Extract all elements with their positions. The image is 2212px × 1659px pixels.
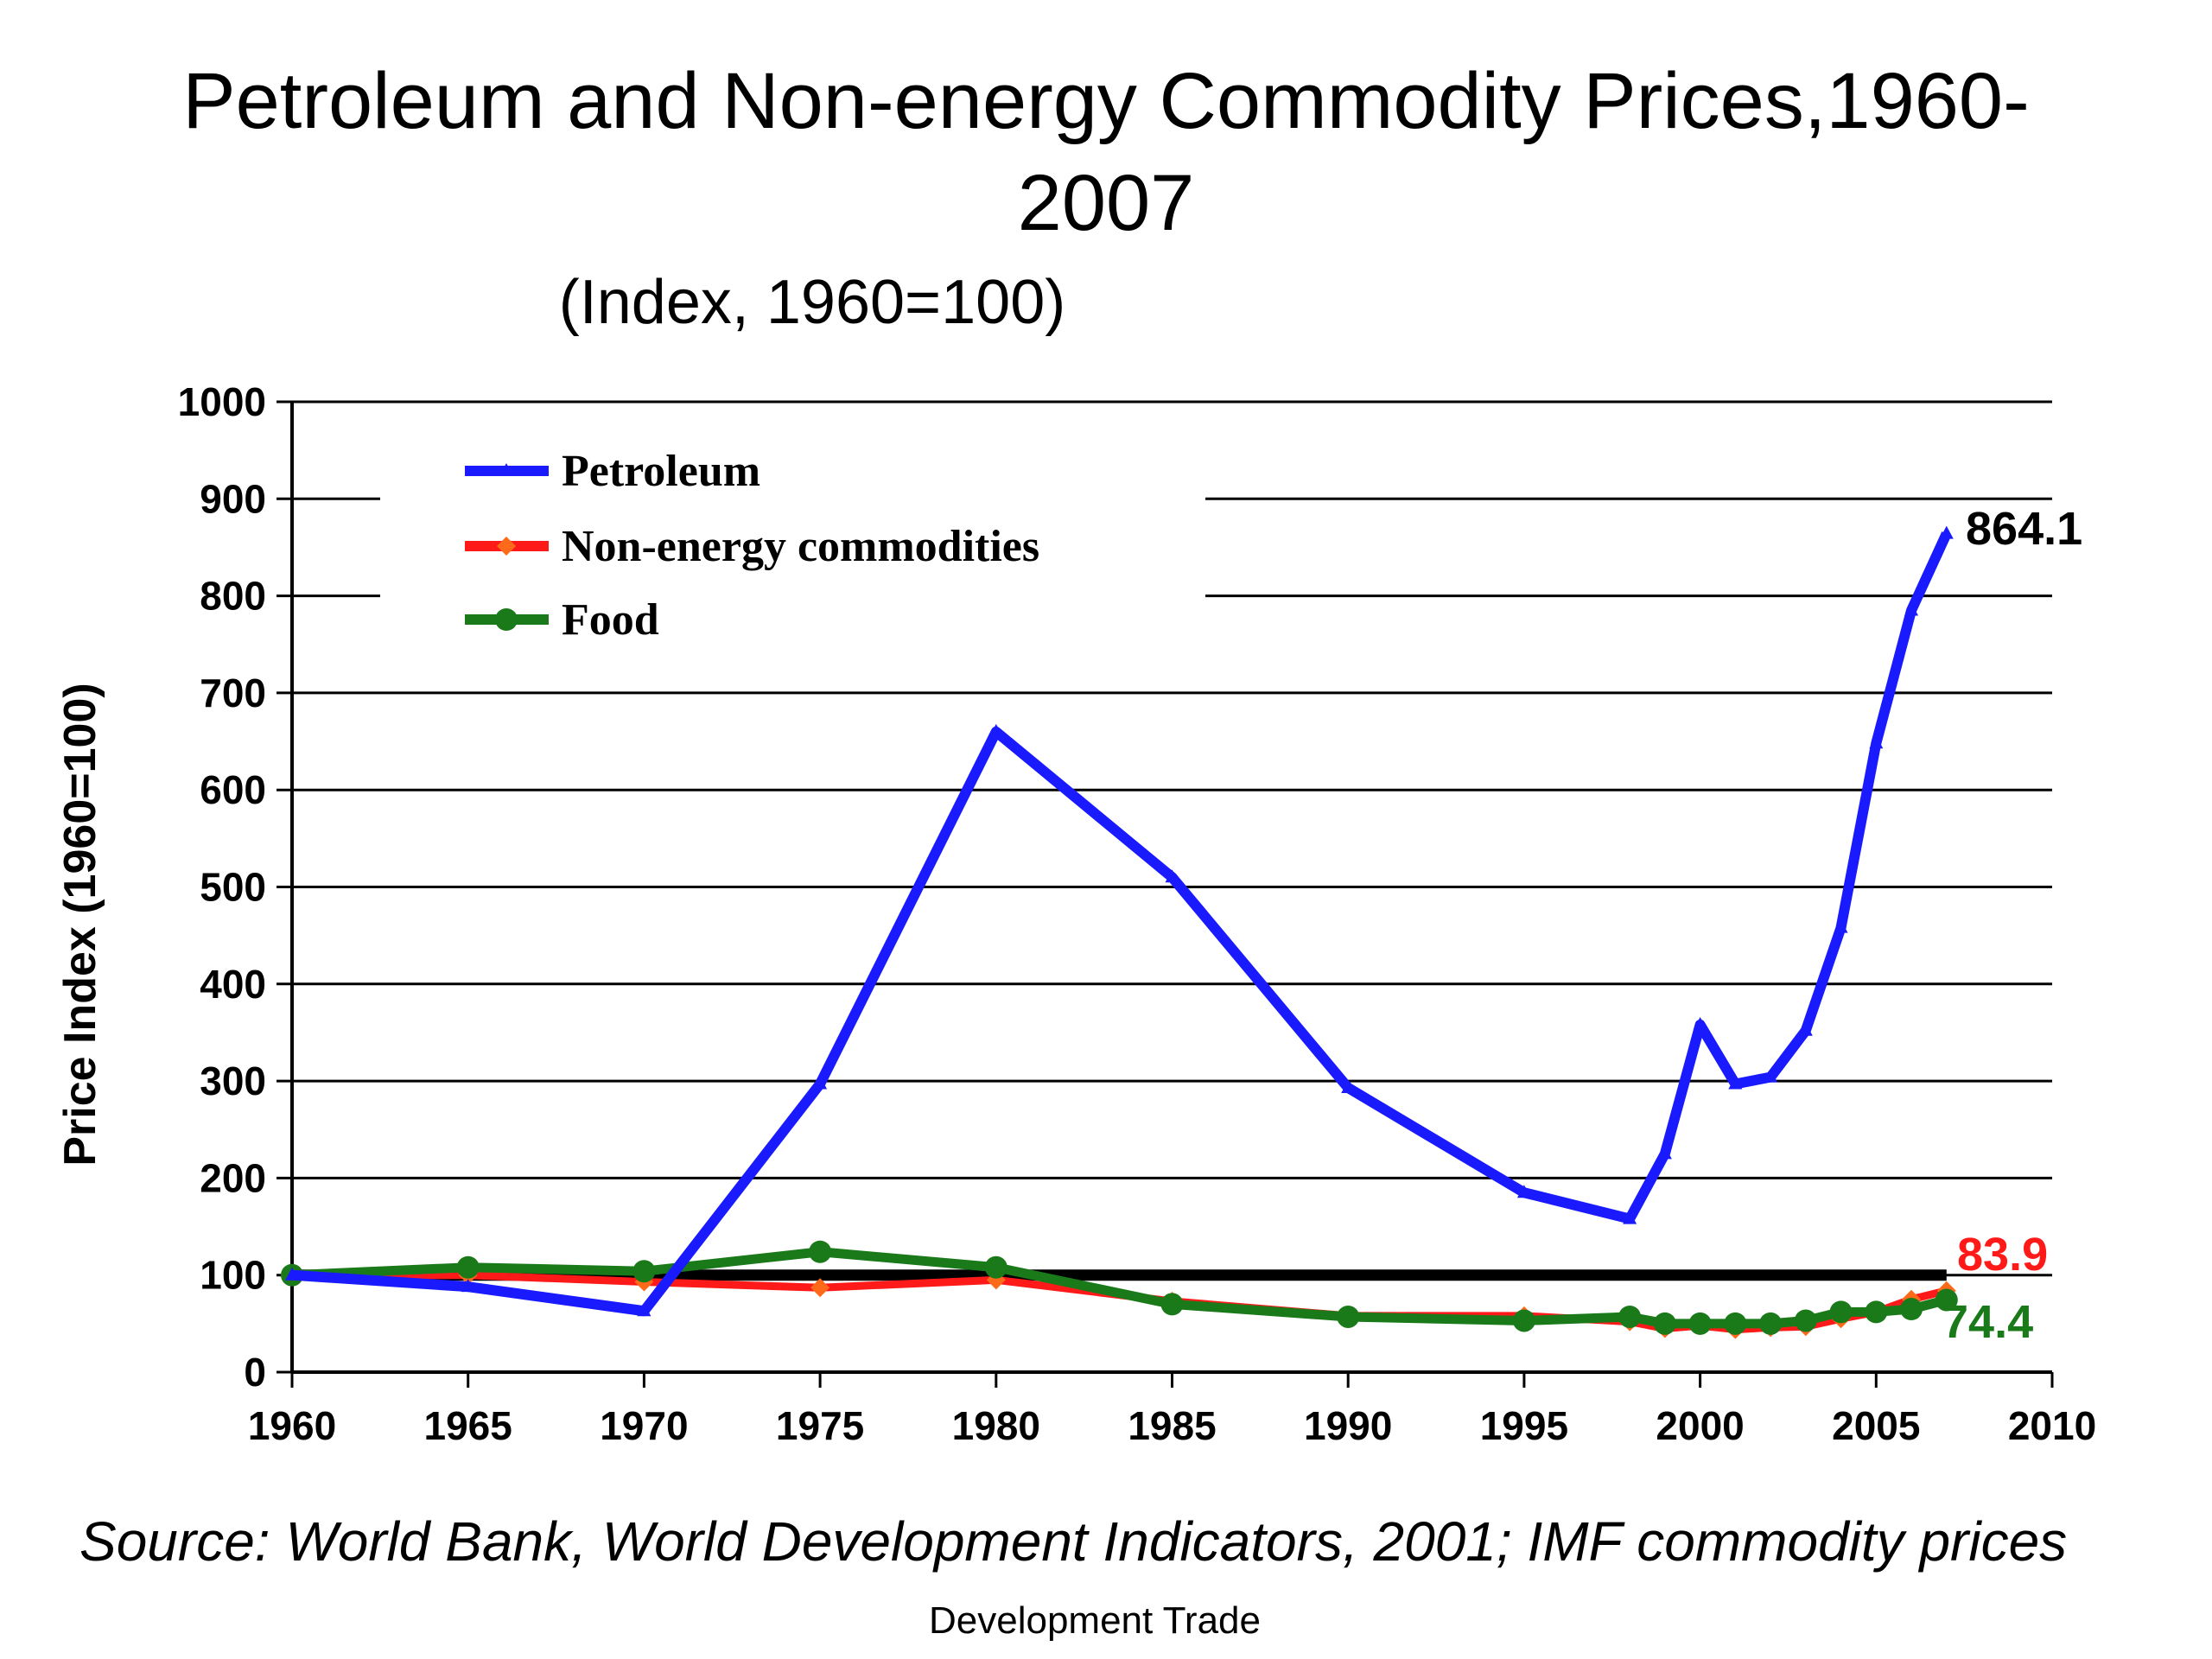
legend: Petroleum Non-energy commodities Food [465,447,1039,645]
end-labels: 864.1 83.9 74.4 [1942,503,2082,1348]
data-point [1653,1312,1676,1335]
y-tick-label: 0 [244,1350,266,1395]
data-point [1935,1288,1958,1312]
y-tick-label: 900 [200,476,266,521]
data-point [637,1303,652,1317]
y-tick-label: 600 [200,767,266,812]
source-note: Source: World Bank, World Development In… [79,1510,2068,1573]
data-point [632,1260,656,1283]
data-point [461,1279,475,1293]
data-point [499,463,513,476]
data-point [1623,1211,1637,1224]
data-point [1341,1079,1356,1093]
data-point [1900,1298,1923,1321]
line-chart: 1960 1965 1970 1975 1980 1985 1990 1995 2000 2005… [55,379,2096,1448]
data-point [1165,869,1179,883]
data-point [1512,1309,1535,1332]
y-axis-ticks: 0 100 200 300 400 500 600 700 800 900 1000 [178,379,292,1395]
data-point [1869,735,1884,749]
data-point [1160,1293,1184,1316]
data-point [1904,602,1919,616]
data-point [1337,1305,1360,1328]
y-tick-label: 400 [200,962,266,1007]
y-tick-label: 300 [200,1058,266,1103]
legend-label: Food [562,595,659,645]
x-tick-label: 1970 [600,1403,688,1448]
chart-title-line-2: 2007 [1017,159,1195,247]
y-tick-label: 200 [200,1155,266,1200]
x-axis-ticks: 1960 1965 1970 1975 1980 1985 1990 1995 2000 2005… [248,1372,2096,1448]
series-line [291,531,1952,1317]
x-tick-label: 1990 [1304,1403,1392,1448]
x-tick-label: 2000 [1656,1403,1744,1448]
end-label: 74.4 [1942,1296,2033,1348]
data-point [1516,1185,1531,1198]
x-tick-label: 1960 [248,1403,336,1448]
chart-title: Petroleum and Non-energy Commodity Price… [0,50,2212,254]
y-tick-label: 100 [200,1253,266,1298]
y-axis-label: Price Index (1960=100) [55,683,105,1166]
data-point [1759,1312,1783,1335]
data-point [810,1278,830,1298]
legend-label: Petroleum [562,447,760,496]
data-point [1728,1076,1743,1090]
legend-label: Non-energy commodities [562,522,1039,571]
data-point [988,723,1003,737]
series-petroleum [285,525,1954,1317]
series [281,525,1958,1339]
footer-text: Development Trade [929,1599,1261,1642]
data-point [1829,1300,1853,1324]
data-point [495,608,518,631]
x-tick-label: 2010 [2008,1403,2096,1448]
data-point [1618,1305,1642,1328]
data-point [984,1255,1007,1279]
data-point [1693,1016,1707,1030]
end-label: 83.9 [1957,1229,2048,1281]
data-point [813,1076,828,1090]
x-tick-label: 2005 [1832,1403,1920,1448]
gridlines [292,400,2052,1277]
data-point [1764,1069,1778,1083]
data-point [456,1255,480,1279]
y-tick-label: 700 [200,671,266,715]
chart-title-line-1: Petroleum and Non-energy Commodity Price… [182,57,2030,145]
data-point [809,1240,832,1263]
data-point [1865,1300,1888,1324]
x-tick-label: 1980 [952,1403,1040,1448]
y-tick-label: 800 [200,574,266,619]
data-point [1688,1312,1712,1335]
chart-subtitle: (Index, 1960=100) [558,268,1066,337]
series-food [281,1240,1958,1335]
end-label: 864.1 [1966,503,2082,555]
data-point [1834,919,1848,933]
data-point [497,537,516,556]
x-tick-label: 1995 [1480,1403,1568,1448]
data-point [285,1267,299,1281]
x-tick-label: 1975 [776,1403,864,1448]
x-tick-label: 1965 [424,1403,512,1448]
data-point [1724,1312,1747,1335]
y-tick-label: 1000 [178,379,266,424]
data-point [1798,1022,1813,1036]
data-point [1794,1309,1817,1332]
data-point [1939,525,1954,539]
x-tick-label: 1985 [1128,1403,1216,1448]
data-point [1657,1146,1672,1160]
y-tick-label: 500 [200,865,266,910]
